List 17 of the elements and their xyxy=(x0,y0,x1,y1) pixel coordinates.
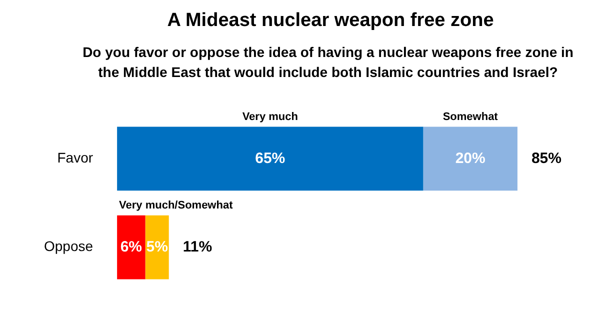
data-label: 20% xyxy=(455,150,486,167)
y-tick-label: Favor xyxy=(57,150,94,166)
annotation: Very much/Somewhat xyxy=(119,199,234,212)
y-tick-label: Oppose xyxy=(44,238,94,254)
chart-subtitle: Do you favor or oppose the idea of having a nuclear weapons free zone in the Middle East that would include both Islamic countries and Israel? xyxy=(82,43,574,82)
data-label: 6% xyxy=(120,238,142,256)
series-label: Somewhat xyxy=(442,110,498,123)
total-label: 85% xyxy=(531,150,562,167)
bar xyxy=(117,126,424,191)
data-label: 5% xyxy=(146,238,168,256)
data-label: 65% xyxy=(255,150,286,167)
series-label: Very much xyxy=(242,110,298,123)
bar xyxy=(117,215,146,280)
bar xyxy=(423,126,518,191)
total-label: 11% xyxy=(182,238,212,256)
bar xyxy=(145,215,169,280)
chart-title: A Mideast nuclear weapon free zone xyxy=(166,9,495,32)
